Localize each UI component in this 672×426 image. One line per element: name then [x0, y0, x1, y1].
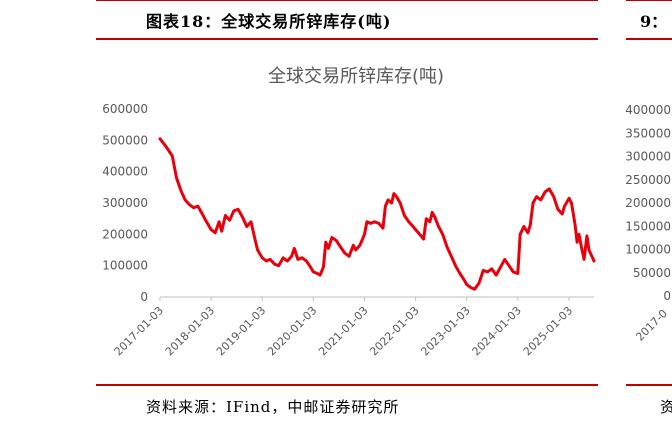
chart-title: 全球交易所锌库存(吨) [268, 66, 444, 87]
x-tick-label: 2020-01-03 [265, 304, 319, 358]
right-y-tick-label: 200000 [625, 196, 671, 210]
series-layer [158, 137, 596, 291]
footer-rule [96, 384, 598, 386]
source-note: 资料来源：IFind，中邮证券研究所 [146, 398, 400, 416]
right-y-tick-label: 250000 [625, 173, 671, 187]
right-partial-chart: 400000 350000 300000 250000 200000 150000 1000… [625, 103, 671, 344]
next-figure-label: 9： [640, 12, 668, 31]
y-tick-label: 0 [140, 290, 148, 304]
right-y-tick-label: 50000 [633, 266, 671, 280]
right-y-tick-label: 100000 [625, 243, 671, 257]
y-tick-label: 100000 [102, 259, 148, 273]
y-tick-label: 600000 [102, 102, 148, 116]
x-axis: 2017-01-032018-01-032019-01-032020-01-03… [112, 296, 594, 358]
right-y-tick-label: 400000 [625, 103, 671, 117]
y-tick-label: 500000 [102, 133, 148, 147]
y-tick-label: 200000 [102, 227, 148, 241]
header-top-rule-right [626, 0, 672, 1]
next-source-note: 资 [660, 398, 672, 416]
right-y-tick-label: 150000 [625, 219, 671, 233]
zinc-inventory-line [158, 137, 596, 291]
y-tick-label: 300000 [102, 196, 148, 210]
x-tick-label: 2023-01-03 [418, 304, 472, 358]
footer-rule-right [626, 384, 672, 386]
figure-label: 图表18：全球交易所锌库存(吨) [146, 12, 392, 31]
header-bottom-rule [96, 38, 598, 40]
right-y-tick-label: 0 [663, 289, 671, 303]
right-y-tick-label: 300000 [625, 150, 671, 164]
x-tick-label: 2024-01-03 [470, 304, 524, 358]
right-x-tick-label: 2017-0 [633, 307, 670, 344]
x-tick-label: 2025-01-03 [521, 304, 575, 358]
y-tick-label: 400000 [102, 165, 148, 179]
x-tick-label: 2022-01-03 [367, 304, 421, 358]
header-bottom-rule-right [626, 38, 672, 40]
header-top-rule [96, 0, 598, 1]
x-tick-label: 2017-01-03 [112, 304, 166, 358]
y-axis: 0 100000 200000 300000 400000 500000 600000 [102, 102, 148, 304]
right-y-tick-label: 350000 [625, 126, 671, 140]
x-tick-label: 2021-01-03 [316, 304, 370, 358]
x-tick-label: 2019-01-03 [214, 304, 268, 358]
x-tick-label: 2018-01-03 [163, 304, 217, 358]
